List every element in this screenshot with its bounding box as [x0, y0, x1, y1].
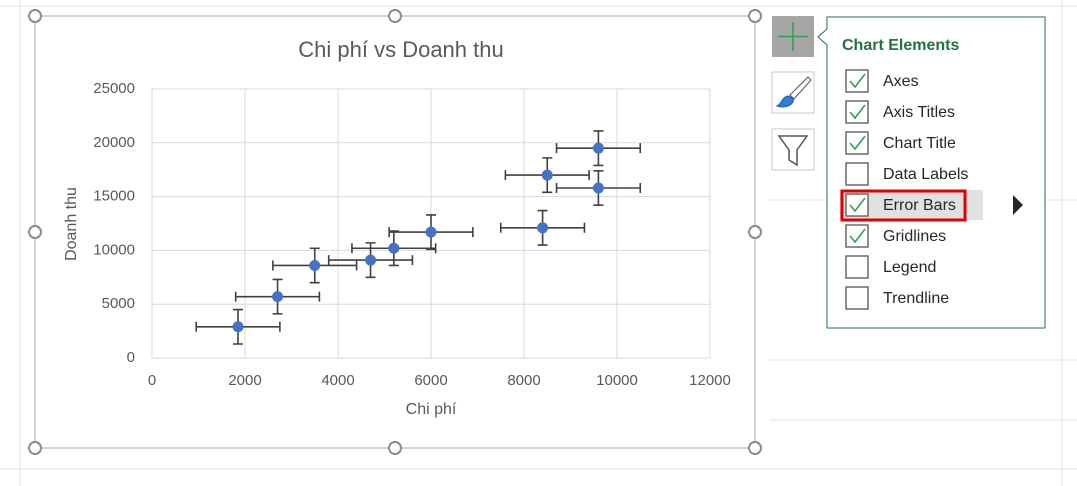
item-label: Legend	[883, 259, 936, 276]
y-tick-label: 15000	[93, 188, 135, 205]
plus-icon	[778, 22, 808, 51]
checkbox	[845, 286, 869, 310]
x-tick-label: 12000	[689, 372, 731, 389]
checkmark	[849, 228, 866, 244]
checkbox	[845, 69, 869, 93]
point	[309, 259, 321, 271]
item-label: Axis Titles	[883, 104, 955, 121]
x-tick-label: 4000	[321, 372, 354, 389]
point	[425, 226, 437, 238]
point	[232, 321, 244, 333]
x-tick-label: 10000	[596, 372, 638, 389]
checkbox	[845, 224, 869, 248]
x-tick-label: 2000	[228, 372, 261, 389]
selection-outline	[840, 189, 967, 222]
x-tick-label: 6000	[414, 372, 447, 389]
brush-icon	[789, 76, 812, 100]
plot: 0 5000 10000 15000 20000 25000 0 2000 4000 6000 80…	[93, 80, 731, 389]
point	[388, 242, 400, 254]
y-tick-label: 10000	[93, 241, 135, 258]
checkmark	[849, 135, 866, 151]
item-label: Chart Title	[883, 135, 956, 152]
chart-elements-panel	[817, 16, 1046, 329]
point	[592, 182, 604, 194]
item-label: Trendline	[883, 290, 949, 307]
brush-tip	[775, 95, 794, 108]
submenu-arrow	[1013, 195, 1023, 215]
panel-items: Axes Axis Titles Chart Title Data Labels Err…	[840, 69, 1023, 310]
item-label: Error Bars	[883, 197, 956, 214]
chart-title: Chi phí vs Doanh thu	[298, 37, 503, 62]
point	[365, 254, 377, 266]
y-axis-title: Doanh thu	[63, 187, 80, 261]
y-tick-label: 25000	[93, 80, 135, 97]
point	[541, 169, 553, 181]
filter-icon	[777, 135, 809, 167]
y-tick-label: 20000	[93, 134, 135, 151]
point	[272, 291, 284, 303]
x-axis-title: Chi phí	[406, 401, 457, 418]
checkbox	[845, 131, 869, 155]
point	[592, 142, 604, 154]
checkmark	[849, 197, 866, 213]
point	[537, 222, 549, 234]
item-label: Gridlines	[883, 228, 946, 245]
checkbox	[845, 255, 869, 279]
x-tick-label: 0	[148, 372, 156, 389]
resize-handles	[28, 9, 762, 455]
y-tick-label: 0	[127, 349, 135, 366]
x-tick-label: 8000	[507, 372, 540, 389]
item-label: Axes	[883, 73, 919, 90]
checkmark	[849, 104, 866, 120]
checkbox	[845, 193, 869, 217]
panel-title: Chart Elements	[842, 37, 959, 54]
y-tick-label: 5000	[102, 295, 135, 312]
checkbox	[845, 162, 869, 186]
checkmark	[849, 73, 866, 89]
item-label: Data Labels	[883, 166, 968, 183]
checkbox	[845, 100, 869, 124]
